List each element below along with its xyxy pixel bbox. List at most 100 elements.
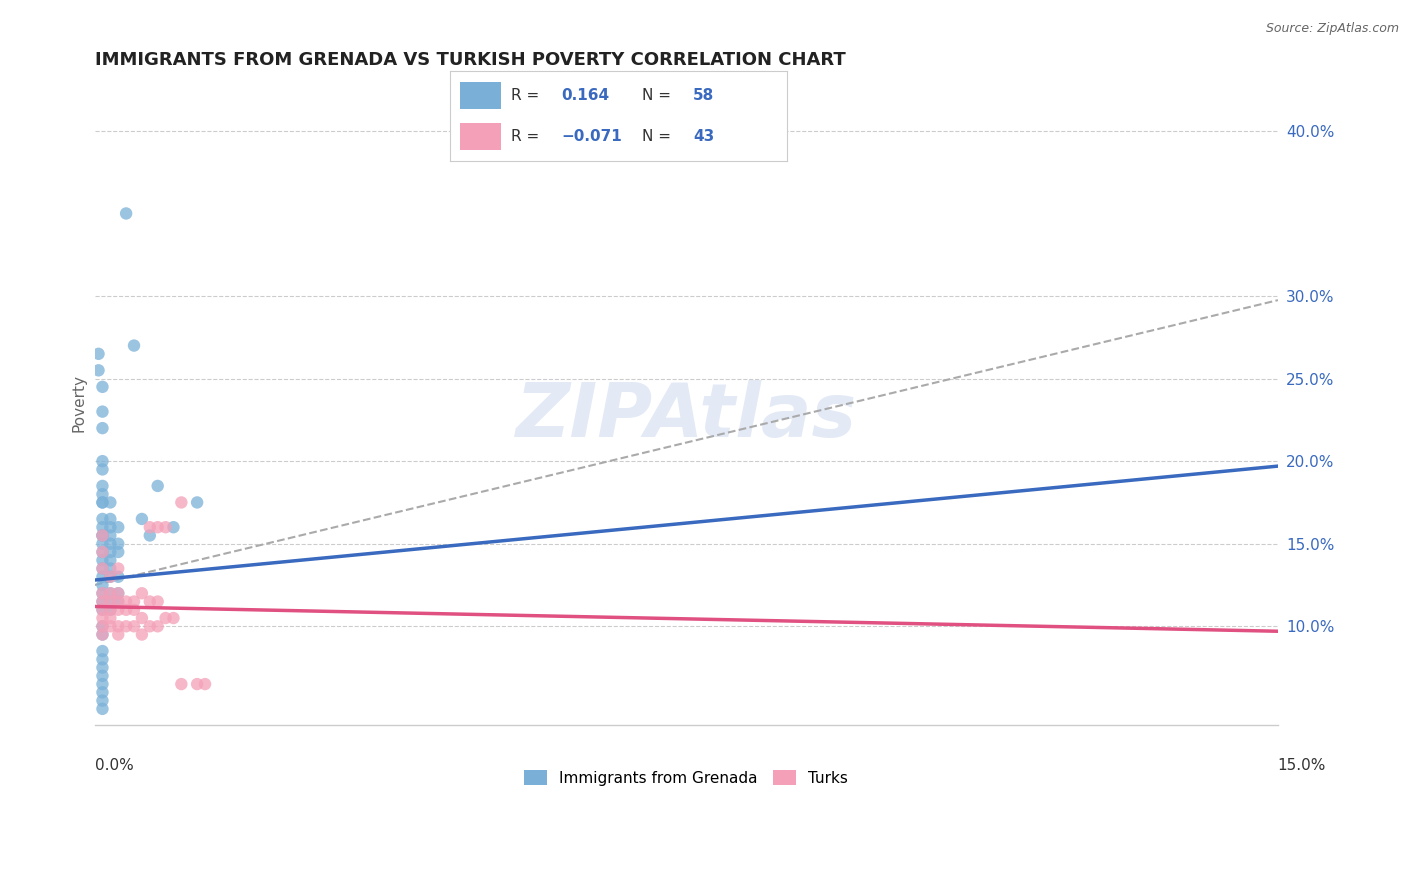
- Text: N =: N =: [643, 129, 671, 144]
- Point: [107, 520, 129, 534]
- Point: [98, 619, 121, 633]
- Point: [186, 677, 208, 691]
- Point: [115, 594, 138, 608]
- Point: [107, 570, 129, 584]
- Point: [91, 586, 114, 600]
- Point: [91, 619, 114, 633]
- Point: [162, 611, 184, 625]
- Point: [91, 570, 114, 584]
- Point: [107, 537, 129, 551]
- Point: [107, 594, 129, 608]
- FancyBboxPatch shape: [460, 123, 501, 150]
- Text: −0.071: −0.071: [561, 129, 621, 144]
- Text: 15.0%: 15.0%: [1277, 758, 1326, 773]
- Point: [91, 495, 114, 509]
- Point: [91, 594, 114, 608]
- Point: [91, 528, 114, 542]
- Text: 0.0%: 0.0%: [94, 758, 134, 773]
- Point: [98, 603, 121, 617]
- Point: [98, 594, 121, 608]
- Point: [98, 512, 121, 526]
- Point: [91, 586, 114, 600]
- Point: [91, 627, 114, 641]
- Y-axis label: Poverty: Poverty: [72, 375, 86, 433]
- Point: [98, 528, 121, 542]
- Point: [98, 495, 121, 509]
- Text: Source: ZipAtlas.com: Source: ZipAtlas.com: [1265, 22, 1399, 36]
- Point: [98, 570, 121, 584]
- Point: [170, 677, 193, 691]
- Point: [91, 685, 114, 699]
- Point: [91, 528, 114, 542]
- Point: [107, 619, 129, 633]
- Point: [91, 545, 114, 559]
- Point: [162, 520, 184, 534]
- Point: [122, 603, 145, 617]
- Point: [194, 677, 217, 691]
- Point: [131, 611, 153, 625]
- Point: [91, 487, 114, 501]
- Point: [91, 660, 114, 674]
- Point: [98, 570, 121, 584]
- Point: [87, 347, 110, 361]
- Point: [91, 520, 114, 534]
- Point: [98, 611, 121, 625]
- Point: [155, 520, 177, 534]
- Point: [98, 537, 121, 551]
- Point: [98, 586, 121, 600]
- Point: [98, 520, 121, 534]
- Point: [139, 619, 162, 633]
- Point: [107, 586, 129, 600]
- Point: [91, 669, 114, 683]
- Point: [107, 603, 129, 617]
- Point: [91, 611, 114, 625]
- Point: [146, 520, 169, 534]
- Point: [98, 603, 121, 617]
- Point: [122, 619, 145, 633]
- Point: [146, 594, 169, 608]
- Point: [91, 512, 114, 526]
- Text: 58: 58: [693, 88, 714, 103]
- Point: [107, 594, 129, 608]
- FancyBboxPatch shape: [460, 82, 501, 109]
- Point: [115, 206, 138, 220]
- Point: [115, 619, 138, 633]
- Point: [98, 545, 121, 559]
- Point: [91, 693, 114, 707]
- Point: [91, 561, 114, 575]
- Text: N =: N =: [643, 88, 671, 103]
- Point: [186, 495, 208, 509]
- Point: [107, 561, 129, 575]
- Text: R =: R =: [510, 129, 538, 144]
- Legend: Immigrants from Grenada, Turks: Immigrants from Grenada, Turks: [519, 764, 855, 792]
- Point: [170, 495, 193, 509]
- Point: [91, 603, 114, 617]
- Point: [91, 479, 114, 493]
- Point: [91, 702, 114, 716]
- Point: [139, 520, 162, 534]
- Point: [98, 586, 121, 600]
- Point: [91, 528, 114, 542]
- Point: [91, 545, 114, 559]
- Point: [91, 677, 114, 691]
- Point: [91, 495, 114, 509]
- Point: [131, 586, 153, 600]
- Point: [131, 627, 153, 641]
- Point: [91, 603, 114, 617]
- Point: [115, 603, 138, 617]
- Text: 43: 43: [693, 129, 714, 144]
- Point: [91, 537, 114, 551]
- Point: [87, 363, 110, 377]
- Point: [98, 553, 121, 567]
- Point: [91, 561, 114, 575]
- Point: [91, 454, 114, 468]
- Point: [122, 338, 145, 352]
- Point: [91, 619, 114, 633]
- Point: [91, 404, 114, 418]
- Point: [139, 594, 162, 608]
- Point: [131, 512, 153, 526]
- Point: [91, 578, 114, 592]
- Point: [146, 479, 169, 493]
- Point: [139, 528, 162, 542]
- Point: [146, 619, 169, 633]
